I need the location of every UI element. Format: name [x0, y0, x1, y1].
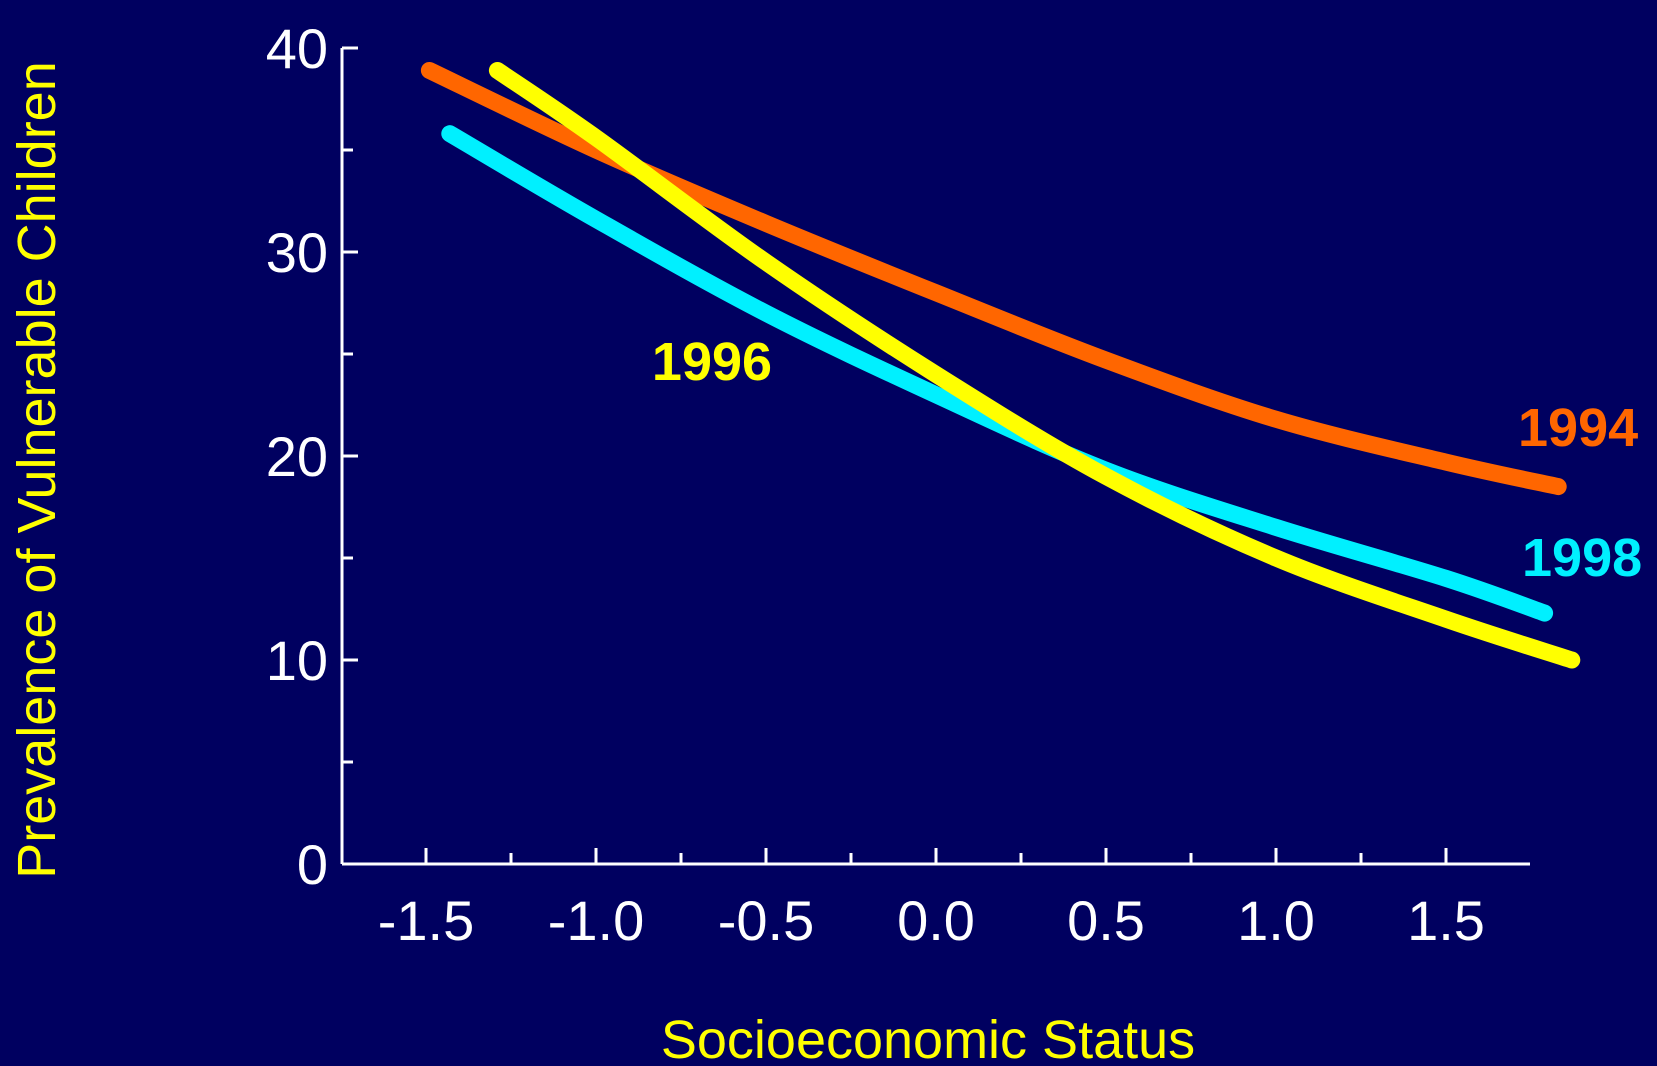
y-tick-label: 30 — [266, 221, 328, 284]
x-tick-label: 0.0 — [897, 889, 975, 952]
series-label-1996: 1996 — [652, 332, 772, 392]
x-tick-label: -1.0 — [548, 889, 645, 952]
series-line-1998 — [441, 125, 1554, 622]
x-tick-label: 1.5 — [1407, 889, 1485, 952]
y-tick-label: 40 — [266, 17, 328, 80]
ticks: 0 10 20 30 40 -1.5 -1.0 -0.5 0.0 0.5 1.0 1.5 — [266, 17, 1485, 952]
y-tick-label: 20 — [266, 425, 328, 488]
x-tick-label: -0.5 — [718, 889, 815, 952]
series-lines — [420, 61, 1581, 669]
x-tick-label: 1.0 — [1237, 889, 1315, 952]
series-label-1998: 1998 — [1522, 528, 1642, 588]
x-axis-title: Socioeconomic Status — [661, 1010, 1195, 1066]
y-tick-label: 0 — [297, 833, 328, 896]
y-axis-title: Prevalence of Vulnerable Children — [7, 61, 67, 879]
series-line-1996 — [488, 61, 1581, 669]
y-tick-label: 10 — [266, 629, 328, 692]
series-labels: 1994 1996 1998 — [652, 332, 1642, 588]
x-tick-label: 0.5 — [1067, 889, 1145, 952]
series-label-1994: 1994 — [1518, 398, 1638, 458]
x-tick-label: -1.5 — [378, 889, 475, 952]
